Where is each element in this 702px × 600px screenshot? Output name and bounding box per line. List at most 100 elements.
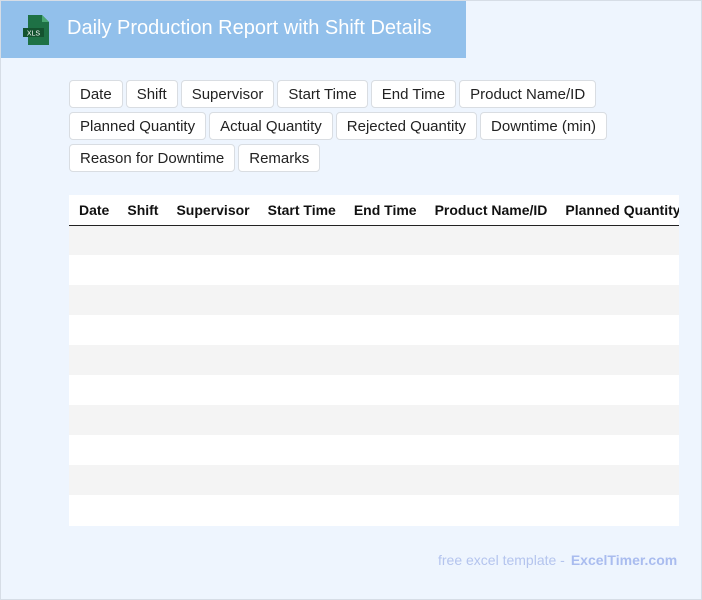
svg-text:XLS: XLS [27,31,41,38]
table-cell[interactable] [555,435,679,465]
table-cell[interactable] [117,225,167,255]
table-cell[interactable] [69,465,118,495]
field-chip[interactable]: Reason for Downtime [69,144,236,172]
table-header-row: Date Shift Supervisor Start Time End Time Pro… [69,195,679,226]
table-row [69,435,679,465]
table-cell[interactable] [166,435,257,465]
table-cell[interactable] [166,375,257,405]
table-cell[interactable] [555,405,679,435]
table-cell[interactable] [257,285,344,315]
field-chip[interactable]: Rejected Quantity [335,112,478,140]
field-chip[interactable]: Supervisor [180,80,275,108]
table-cell[interactable] [258,435,344,465]
table-cell[interactable] [344,495,425,525]
table-row [69,315,679,345]
table-cell[interactable] [257,345,344,375]
field-chip[interactable]: Remarks [238,144,321,172]
table-cell[interactable] [257,465,344,495]
table-cell[interactable] [117,465,167,495]
table-cell[interactable] [166,225,258,255]
table-row [69,225,679,255]
field-chip[interactable]: Start Time [277,80,368,108]
table-cell[interactable] [69,345,118,375]
field-chip[interactable]: Product Name/ID [459,80,597,108]
table-cell[interactable] [117,285,167,315]
table-cell[interactable] [424,345,556,375]
table-cell[interactable] [166,345,258,375]
field-chip[interactable]: End Time [370,80,457,108]
field-chip[interactable]: Downtime (min) [480,112,608,140]
table-row [69,255,679,285]
table-cell[interactable] [166,315,257,345]
table-cell[interactable] [166,405,258,435]
table-cell[interactable] [343,225,425,255]
table-cell[interactable] [425,495,556,525]
table-cell[interactable] [424,465,556,495]
table-cell[interactable] [166,255,257,285]
footer-brand-link[interactable]: ExcelTimer.com [570,552,678,568]
column-header: End Time [343,195,425,226]
table-cell[interactable] [343,285,425,315]
table-cell[interactable] [425,315,556,345]
table-cell[interactable] [555,495,679,525]
table-cell[interactable] [117,345,167,375]
table-cell[interactable] [69,375,117,405]
table-cell[interactable] [555,225,679,255]
field-chip[interactable]: Shift [125,80,178,108]
column-header: Start Time [257,195,344,226]
column-header: Date [69,195,118,226]
table-row [69,405,679,435]
table-cell[interactable] [258,255,344,285]
table-cell[interactable] [69,225,118,255]
table-cell[interactable] [343,345,425,375]
table-cell[interactable] [555,255,679,285]
table-cell[interactable] [425,435,556,465]
table-cell[interactable] [344,435,425,465]
table-row [69,495,679,525]
field-chip[interactable]: Planned Quantity [69,112,207,140]
xls-file-icon: XLS [23,15,49,45]
table-cell[interactable] [425,375,556,405]
field-chip[interactable]: Actual Quantity [209,112,333,140]
table-cell[interactable] [117,405,167,435]
table-cell[interactable] [69,495,117,525]
table-cell[interactable] [555,375,679,405]
table-cell[interactable] [555,465,679,495]
table-cell[interactable] [69,315,117,345]
table-cell[interactable] [424,405,556,435]
table-cell[interactable] [69,255,117,285]
table-cell[interactable] [425,255,556,285]
field-chip[interactable]: Date [69,80,123,108]
table-cell[interactable] [555,345,679,375]
table-cell[interactable] [258,495,344,525]
table-cell[interactable] [69,405,118,435]
table-cell[interactable] [258,315,344,345]
table-cell[interactable] [258,375,344,405]
table-cell[interactable] [117,375,166,405]
table-cell[interactable] [343,465,425,495]
table-cell[interactable] [117,495,166,525]
table-cell[interactable] [69,435,117,465]
table-cell[interactable] [555,315,679,345]
table-cell[interactable] [344,255,425,285]
footer: free excel template - ExcelTimer.com [438,552,677,568]
table-cell[interactable] [257,405,344,435]
report-table: Date Shift Supervisor Start Time End Time Pro… [69,195,679,526]
table-cell[interactable] [343,405,425,435]
table-row [69,285,679,315]
table-row [69,465,679,495]
table-cell[interactable] [344,315,425,345]
table-cell[interactable] [117,315,166,345]
table-cell[interactable] [117,255,166,285]
table-cell[interactable] [344,375,425,405]
table-cell[interactable] [117,435,166,465]
table-cell[interactable] [166,495,257,525]
page-title: Daily Production Report with Shift Detai… [67,17,432,39]
table-cell[interactable] [424,225,556,255]
table-cell[interactable] [166,285,258,315]
table-cell[interactable] [555,285,679,315]
table-cell[interactable] [257,225,344,255]
table-cell[interactable] [69,285,118,315]
table-cell[interactable] [424,285,556,315]
table-cell[interactable] [166,465,258,495]
